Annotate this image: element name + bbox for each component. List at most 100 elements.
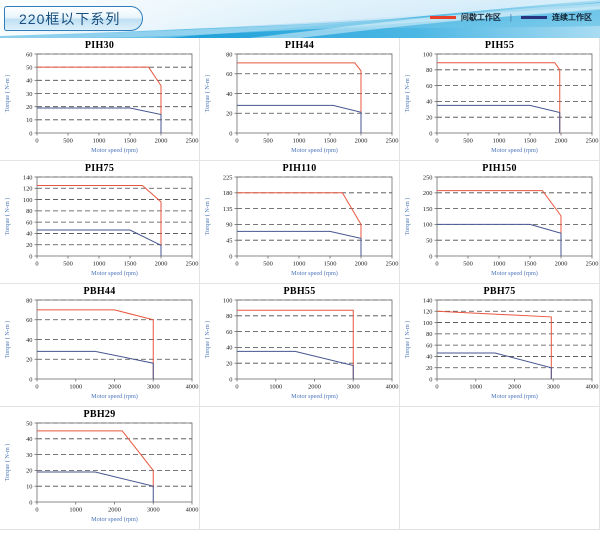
chart-series-line <box>437 352 552 379</box>
banner-decoration <box>0 0 600 38</box>
x-axis-label: Motor speed (rpm) <box>291 270 338 277</box>
y-axis-label: Torque ( N-m ) <box>404 75 411 113</box>
x-tick-label: 2500 <box>386 138 399 145</box>
chart-cell[interactable]: PIH150 0 50 100 150 200 250 0 500 1000 1500 2000 250… <box>400 161 600 284</box>
chart-cell[interactable]: PIH44 0 20 40 60 80 0 500 1000 1500 2000 2500 Motor … <box>200 38 400 161</box>
y-tick-label: 40 <box>426 99 432 106</box>
legend-item-intermittent: 间歇工作区 <box>429 12 501 23</box>
chart-cell[interactable]: PIH110 0 45 90 135 180 225 0 500 1000 1500 2000 2500… <box>200 161 400 284</box>
y-tick-label: 150 <box>423 206 433 213</box>
x-tick-label: 1500 <box>324 261 337 268</box>
x-tick-label: 500 <box>63 261 73 268</box>
y-tick-label: 100 <box>423 222 433 229</box>
chart-series-line <box>37 229 162 256</box>
y-tick-label: 20 <box>426 115 432 122</box>
chart-series-line <box>437 104 561 133</box>
y-tick-label: 60 <box>226 329 232 336</box>
y-tick-label: 0 <box>29 376 32 383</box>
y-tick-label: 120 <box>423 309 433 316</box>
y-tick-label: 0 <box>429 130 432 137</box>
y-axis-label: Torque ( N-m ) <box>4 75 11 113</box>
chart-cell[interactable]: PBH75 0 20 40 60 80 100 120 140 0 1000 2000 3000 4000… <box>400 284 600 407</box>
x-tick-label: 1000 <box>69 384 82 391</box>
y-tick-label: 0 <box>29 499 32 506</box>
y-tick-label: 0 <box>229 130 232 137</box>
x-tick-label: 2000 <box>355 261 368 268</box>
chart-series-line <box>436 310 552 379</box>
x-tick-label: 1500 <box>124 138 137 145</box>
chart-title: PBH29 <box>83 409 116 420</box>
y-axis-label: Torque ( N-m ) <box>404 321 411 359</box>
y-tick-label: 135 <box>223 206 233 213</box>
x-tick-label: 0 <box>435 384 438 391</box>
x-tick-label: 4000 <box>386 384 399 391</box>
chart-series-line <box>437 62 561 133</box>
y-tick-label: 200 <box>423 190 433 197</box>
chart-plot: 0 45 90 135 180 225 0 500 1000 1500 2000 2500 Motor … <box>204 174 399 277</box>
chart-series-line <box>37 309 154 379</box>
chart-plot: 0 20 40 60 80 0 1000 2000 3000 4000 Motor speed (r… <box>4 297 199 400</box>
x-tick-label: 1500 <box>124 261 137 268</box>
chart-cell[interactable]: PIH30 0 10 20 30 40 50 60 0 500 1000 1500 2000 2500 Mo… <box>0 38 200 161</box>
chart-cell[interactable]: PIH75 0 20 40 60 80 100 120 140 0 500 1000 1500 2000 2… <box>0 161 200 284</box>
y-tick-label: 20 <box>226 361 232 368</box>
y-axis-label: Torque ( N-m ) <box>204 321 211 359</box>
y-tick-label: 45 <box>226 238 232 245</box>
x-tick-label: 2000 <box>155 261 168 268</box>
y-tick-label: 60 <box>26 219 32 226</box>
x-tick-label: 2500 <box>386 261 399 268</box>
chart-series-line <box>37 66 162 133</box>
x-tick-label: 1000 <box>69 507 82 514</box>
x-axis-label: Motor speed (rpm) <box>91 147 138 154</box>
x-axis-label: Motor speed (rpm) <box>91 516 138 523</box>
y-tick-label: 0 <box>429 253 432 260</box>
y-tick-label: 100 <box>23 197 33 204</box>
x-tick-label: 0 <box>35 138 38 145</box>
x-tick-label: 4000 <box>186 507 199 514</box>
chart-title: PIH44 <box>284 40 315 51</box>
y-tick-label: 20 <box>26 104 32 111</box>
chart-cell[interactable]: PIH55 0 20 40 60 80 100 0 500 1000 1500 2000 2500 Mot… <box>400 38 600 161</box>
chart-title: PIH30 <box>84 40 115 51</box>
y-tick-label: 60 <box>426 342 432 349</box>
empty-cell <box>200 407 400 530</box>
chart-plot-frame <box>36 299 193 380</box>
y-axis-label: Torque ( N-m ) <box>204 75 211 113</box>
y-tick-label: 80 <box>26 208 32 215</box>
chart-plot-frame <box>436 176 593 257</box>
y-tick-label: 60 <box>426 83 432 90</box>
chart-title: PIH75 <box>84 163 115 174</box>
y-tick-label: 225 <box>223 174 233 181</box>
y-tick-label: 40 <box>226 345 232 352</box>
chart-plot: 0 10 20 30 40 50 60 0 500 1000 1500 2000 2500 Motor s… <box>4 51 198 154</box>
chart-plot: 0 20 40 60 80 0 500 1000 1500 2000 2500 Motor speed… <box>204 51 399 154</box>
y-tick-label: 80 <box>226 51 232 58</box>
x-tick-label: 1000 <box>493 261 506 268</box>
x-tick-label: 2000 <box>555 138 568 145</box>
chart-plot-frame <box>236 299 393 380</box>
legend-label-intermittent: 间歇工作区 <box>460 13 501 22</box>
chart-series-line <box>37 184 162 256</box>
x-tick-label: 4000 <box>186 384 199 391</box>
chart-cell[interactable]: PBH55 0 20 40 60 80 100 0 1000 2000 3000 4000 Motor … <box>200 284 400 407</box>
y-tick-label: 50 <box>26 64 32 71</box>
x-tick-label: 3000 <box>547 384 560 391</box>
y-axis-label: Torque ( N-m ) <box>404 198 411 236</box>
y-tick-label: 40 <box>26 231 32 238</box>
x-tick-label: 500 <box>63 138 73 145</box>
chart-plot: 0 20 40 60 80 100 120 140 0 1000 2000 3000 4000 Motor… <box>404 297 599 400</box>
y-tick-label: 0 <box>29 130 32 137</box>
chart-cell[interactable]: PBH44 0 20 40 60 80 0 1000 2000 3000 4000 Motor spe… <box>0 284 200 407</box>
y-tick-label: 40 <box>26 78 32 85</box>
x-tick-label: 1000 <box>293 261 306 268</box>
x-axis-label: Motor speed (rpm) <box>91 270 138 277</box>
y-tick-label: 0 <box>29 253 32 260</box>
x-tick-label: 4000 <box>586 384 599 391</box>
x-tick-label: 1000 <box>269 384 282 391</box>
x-tick-label: 0 <box>435 138 438 145</box>
x-tick-label: 2000 <box>308 384 321 391</box>
x-axis-label: Motor speed (rpm) <box>491 147 538 154</box>
chart-cell[interactable]: PBH29 0 10 20 30 40 50 0 1000 2000 3000 4000 Motor s… <box>0 407 200 530</box>
